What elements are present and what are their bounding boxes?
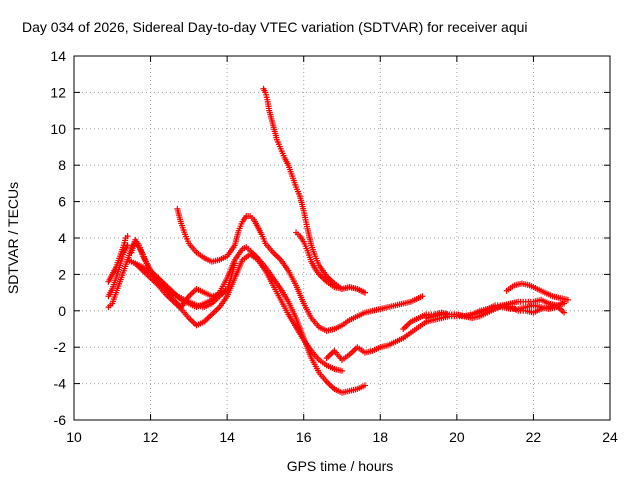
y-tick-label: 0 (58, 303, 66, 319)
data-point-marker (124, 233, 131, 240)
x-axis-label: GPS time / hours (287, 458, 394, 474)
series-track-8 (260, 85, 368, 296)
x-tick-label: 12 (143, 429, 159, 445)
y-tick-label: 12 (50, 84, 66, 100)
x-tick-label: 16 (296, 429, 312, 445)
series-track-2 (105, 242, 131, 300)
y-axis-label: SDTVAR / TECUs (5, 182, 21, 294)
y-tick-label: 4 (58, 230, 66, 246)
data-point-marker (564, 296, 571, 303)
data-point-marker (339, 367, 345, 374)
data-point-marker (361, 289, 368, 296)
y-tick-label: 6 (58, 194, 66, 210)
y-tick-label: 8 (58, 157, 66, 173)
x-tick-label: 10 (66, 429, 82, 445)
series-track-12 (423, 298, 568, 322)
y-tick-label: -2 (54, 339, 67, 355)
chart-title: Day 034 of 2026, Sidereal Day-to-day VTE… (22, 19, 528, 35)
x-tick-label: 18 (372, 429, 388, 445)
y-tick-label: 14 (50, 48, 66, 64)
plot-frame (73, 55, 611, 421)
y-tick-label: 2 (58, 266, 66, 282)
grid (74, 56, 610, 420)
x-tick-label: 24 (602, 429, 618, 445)
x-tick-label: 20 (449, 429, 465, 445)
series-track-7 (174, 205, 426, 334)
data-point-marker (361, 382, 368, 389)
data-point-marker (419, 293, 426, 300)
series-track-9 (293, 229, 368, 296)
data-marks (105, 85, 571, 396)
data-point-marker (561, 309, 568, 316)
series-track-6 (128, 236, 231, 311)
data-point-marker (124, 242, 131, 249)
series-track-5 (132, 251, 345, 374)
data-point-marker (224, 287, 231, 294)
series-track-13 (503, 280, 571, 303)
x-tick-label: 14 (219, 429, 235, 445)
x-tick-label: 22 (526, 429, 542, 445)
y-tick-label: -6 (54, 412, 67, 428)
y-tick-label: -4 (54, 376, 67, 392)
y-tick-label: 10 (50, 121, 66, 137)
